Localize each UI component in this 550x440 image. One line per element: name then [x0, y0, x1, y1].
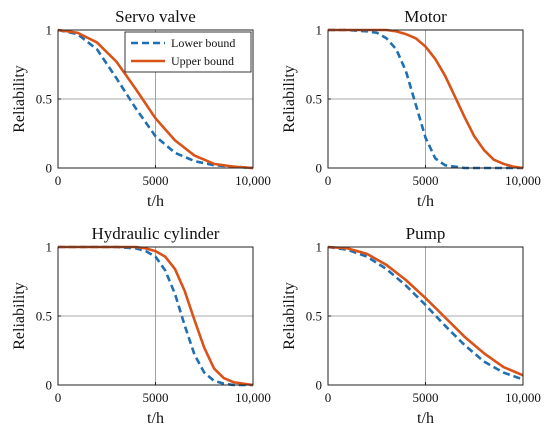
y-axis-label: Reliability — [11, 65, 28, 133]
x-tick-label: 10,000 — [235, 390, 271, 405]
y-axis-label: Reliability — [281, 65, 298, 133]
subplot: 0 5000 10,000 0 0.5 1 Servo valve t/h Reliabilit… — [11, 7, 271, 210]
x-axis-label: t/h — [147, 193, 164, 210]
subplot: 0 5000 10,000 0 0.5 1 Motor t/h Reliability — [281, 7, 541, 210]
y-tick-label: 1 — [316, 240, 323, 255]
x-tick-label: 0 — [325, 390, 332, 405]
x-tick-label: 5000 — [413, 390, 439, 405]
x-tick-label: 0 — [55, 390, 62, 405]
y-tick-label: 0.5 — [36, 309, 52, 324]
legend-label: Lower bound — [171, 36, 235, 50]
x-tick-label: 10,000 — [235, 173, 271, 188]
subplot-title: Servo valve — [115, 7, 196, 26]
subplot-title: Hydraulic cylinder — [92, 224, 220, 243]
y-tick-label: 0 — [316, 161, 323, 176]
x-tick-label: 0 — [55, 173, 62, 188]
y-tick-label: 0 — [46, 161, 53, 176]
x-tick-label: 5000 — [413, 173, 439, 188]
x-tick-label: 10,000 — [505, 390, 541, 405]
y-axis-label: Reliability — [281, 282, 298, 350]
series-line-upper-bound — [57, 28, 254, 170]
y-axis-label: Reliability — [11, 282, 28, 350]
y-tick-label: 0.5 — [306, 309, 322, 324]
y-tick-label: 0 — [46, 378, 53, 393]
x-tick-label: 5000 — [143, 390, 169, 405]
y-tick-label: 1 — [46, 240, 53, 255]
legend: Lower bound Upper bound — [124, 31, 252, 73]
y-tick-label: 0 — [316, 378, 323, 393]
subplot: 0 5000 10,000 0 0.5 1 Hydraulic cylinder t/h Rel… — [11, 224, 271, 427]
y-tick-label: 1 — [316, 23, 323, 38]
x-tick-label: 0 — [325, 173, 332, 188]
x-tick-label: 10,000 — [505, 173, 541, 188]
series-line-lower-bound — [327, 245, 524, 381]
series-line-lower-bound — [328, 28, 523, 170]
y-tick-label: 0.5 — [306, 92, 322, 107]
y-tick-label: 1 — [46, 23, 53, 38]
legend-label: Upper bound — [171, 54, 234, 68]
subplot-title: Pump — [406, 224, 446, 243]
x-axis-label: t/h — [147, 410, 164, 427]
y-tick-label: 0.5 — [36, 92, 52, 107]
subplot-title: Motor — [404, 7, 447, 26]
subplot: 0 5000 10,000 0 0.5 1 Pump t/h Reliability — [281, 224, 541, 427]
x-tick-label: 5000 — [143, 173, 169, 188]
x-axis-label: t/h — [417, 410, 434, 427]
x-axis-label: t/h — [417, 193, 434, 210]
series-line-upper-bound — [327, 245, 524, 377]
legend-box — [124, 31, 252, 73]
